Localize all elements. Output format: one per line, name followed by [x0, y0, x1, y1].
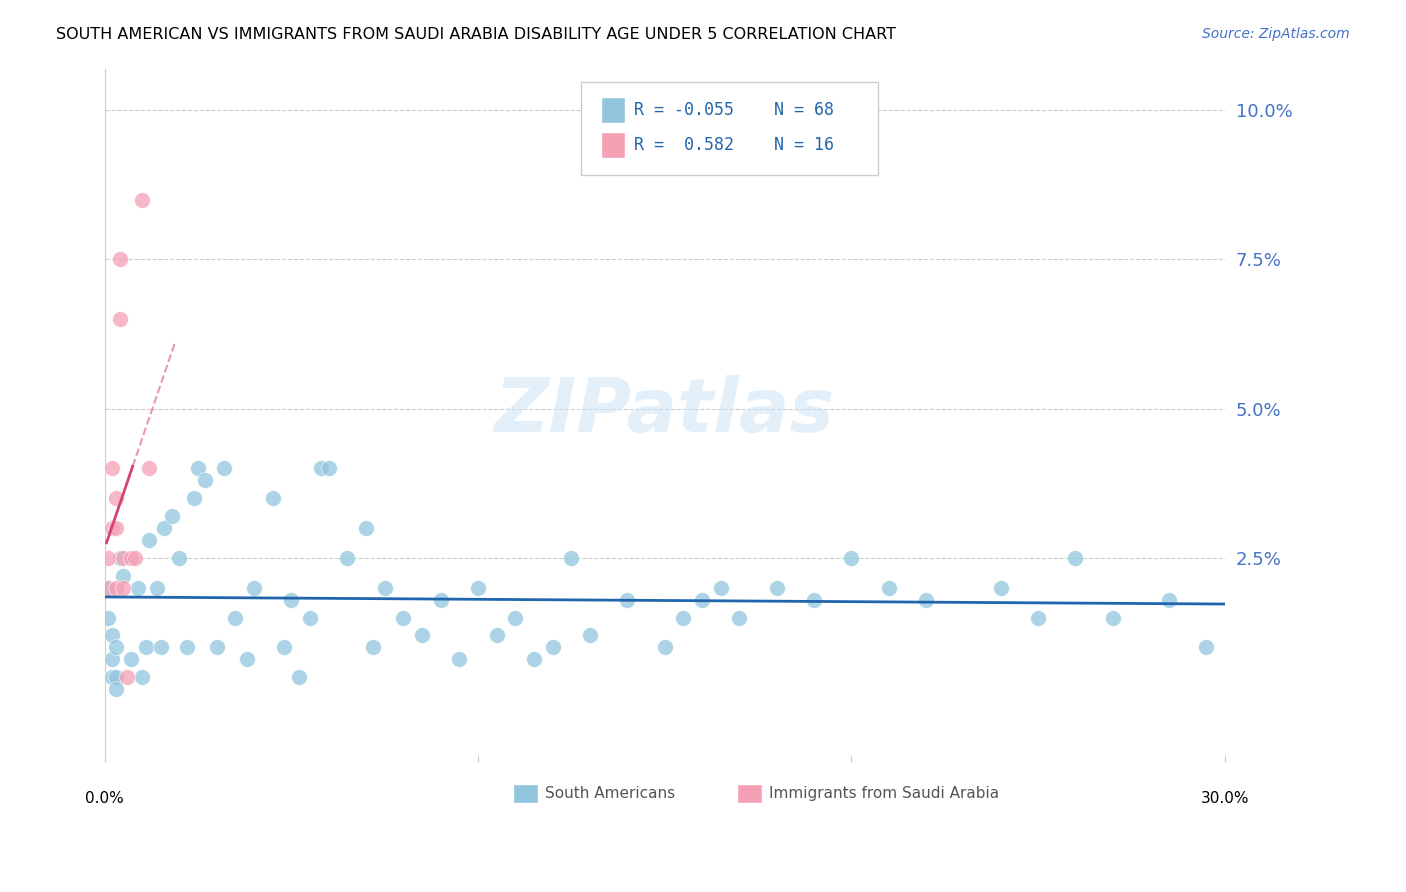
Point — [205, 640, 228, 655]
Bar — [600, 132, 626, 158]
Point — [97, 581, 120, 595]
Point — [149, 640, 172, 655]
Point — [374, 581, 396, 595]
Text: SOUTH AMERICAN VS IMMIGRANTS FROM SAUDI ARABIA DISABILITY AGE UNDER 5 CORRELATIO: SOUTH AMERICAN VS IMMIGRANTS FROM SAUDI … — [56, 27, 896, 42]
Point — [288, 670, 311, 684]
Point — [138, 461, 160, 475]
Point — [336, 550, 359, 565]
Point — [1026, 610, 1049, 624]
Point — [138, 533, 160, 547]
Point — [108, 550, 131, 565]
Point — [146, 581, 169, 595]
Text: Immigrants from Saudi Arabia: Immigrants from Saudi Arabia — [769, 786, 1000, 801]
Point — [560, 550, 582, 565]
Point — [176, 640, 198, 655]
FancyBboxPatch shape — [581, 82, 877, 175]
Text: Source: ZipAtlas.com: Source: ZipAtlas.com — [1202, 27, 1350, 41]
Point — [990, 581, 1012, 595]
Point — [392, 610, 415, 624]
Point — [101, 461, 124, 475]
Point — [803, 592, 825, 607]
Point — [1064, 550, 1087, 565]
Point — [101, 628, 124, 642]
Point — [298, 610, 321, 624]
Point — [273, 640, 295, 655]
Point — [467, 581, 489, 595]
Text: R =  0.582    N = 16: R = 0.582 N = 16 — [634, 136, 834, 153]
Point — [104, 521, 127, 535]
Point — [97, 610, 120, 624]
Point — [120, 550, 142, 565]
Point — [112, 568, 135, 582]
Point — [523, 652, 546, 666]
Point — [104, 682, 127, 697]
Point — [765, 581, 787, 595]
Point — [411, 628, 433, 642]
Point — [243, 581, 266, 595]
Point — [131, 670, 153, 684]
Bar — [600, 97, 626, 123]
Point — [104, 491, 127, 506]
Point — [194, 473, 217, 487]
Point — [112, 581, 135, 595]
Point — [1157, 592, 1180, 607]
Bar — [513, 784, 538, 803]
Point — [363, 640, 385, 655]
Point — [97, 581, 120, 595]
Text: ZIPatlas: ZIPatlas — [495, 376, 835, 448]
Point — [309, 461, 332, 475]
Point — [235, 652, 257, 666]
Bar — [738, 784, 762, 803]
Text: 0.0%: 0.0% — [86, 790, 124, 805]
Point — [104, 581, 127, 595]
Point — [108, 252, 131, 267]
Point — [187, 461, 209, 475]
Point — [169, 550, 191, 565]
Point — [505, 610, 527, 624]
Point — [160, 509, 183, 524]
Point — [104, 640, 127, 655]
Point — [690, 592, 713, 607]
Point — [915, 592, 938, 607]
Point — [579, 628, 602, 642]
Point — [485, 628, 508, 642]
Point — [124, 550, 146, 565]
Point — [429, 592, 451, 607]
Point — [262, 491, 284, 506]
Point — [108, 312, 131, 326]
Point — [115, 670, 138, 684]
Point — [212, 461, 235, 475]
Point — [97, 550, 120, 565]
Point — [101, 670, 124, 684]
Point — [616, 592, 638, 607]
Point — [354, 521, 377, 535]
Point — [1101, 610, 1123, 624]
Point — [135, 640, 157, 655]
Point — [101, 521, 124, 535]
Point — [728, 610, 751, 624]
Point — [153, 521, 176, 535]
Point — [541, 640, 564, 655]
Point — [710, 581, 733, 595]
Point — [224, 610, 246, 624]
Point — [127, 581, 149, 595]
Point — [449, 652, 471, 666]
Point — [280, 592, 302, 607]
Point — [654, 640, 676, 655]
Text: 30.0%: 30.0% — [1201, 790, 1249, 805]
Point — [183, 491, 205, 506]
Point — [101, 652, 124, 666]
Point — [841, 550, 863, 565]
Point — [672, 610, 695, 624]
Text: R = -0.055    N = 68: R = -0.055 N = 68 — [634, 102, 834, 120]
Text: South Americans: South Americans — [546, 786, 675, 801]
Point — [131, 193, 153, 207]
Point — [1195, 640, 1218, 655]
Point — [120, 652, 142, 666]
Point — [877, 581, 900, 595]
Point — [112, 550, 135, 565]
Point — [104, 670, 127, 684]
Point — [318, 461, 340, 475]
